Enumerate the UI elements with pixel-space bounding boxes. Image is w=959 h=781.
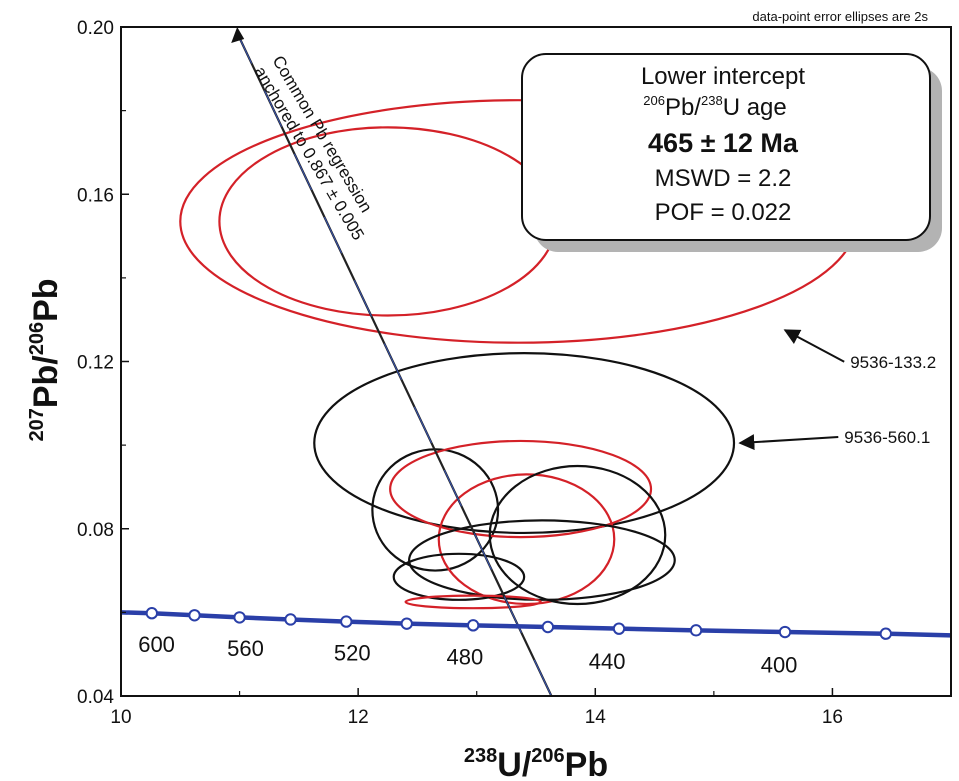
sample-annotations: 9536-133.2 9536-560.1	[738, 329, 936, 451]
x-tick-label-3: 14	[585, 707, 607, 728]
concordia-marker-1	[145, 607, 159, 620]
regression-arrowhead	[231, 27, 245, 43]
concordia-marker-6	[400, 617, 413, 630]
axis-ticks: 10 12 14 16 0.04 0.08 0.12 0.16 0.20	[77, 18, 843, 728]
result-box-base1: Pb/	[665, 94, 701, 121]
result-box-sup1: 206	[643, 93, 665, 108]
error-ellipse-6	[437, 473, 616, 606]
y-axis-base2: Pb	[27, 278, 65, 321]
sample-label-1: 9536-133.2	[850, 353, 936, 372]
error-ellipse-1	[218, 126, 558, 317]
x-tick-label-1: 10	[110, 707, 131, 728]
y-tick-label-4: 0.16	[77, 185, 114, 206]
result-box-mswd: MSWD = 2.2	[655, 165, 792, 192]
result-box-pof: POF = 0.022	[655, 199, 792, 226]
y-axis-sup1: 207	[26, 408, 48, 441]
y-axis-sup2: 206	[26, 322, 48, 355]
error-ellipse-9	[392, 552, 526, 601]
error-ellipse-8	[408, 519, 676, 601]
plot-area	[121, 27, 951, 696]
regression-label-line2: anchored to 0.867 ± 0.005	[250, 63, 367, 243]
result-box: Lower intercept 206Pb/238U age 465 ± 12 …	[521, 53, 942, 252]
error-ellipses	[179, 99, 858, 610]
concordia-marker-4	[284, 613, 297, 626]
x-axis-base1: U/	[497, 746, 532, 781]
result-box-base2: U age	[723, 94, 787, 121]
x-tick-label-2: 12	[348, 707, 369, 728]
y-tick-label-2: 0.08	[77, 520, 114, 541]
concordia-marker-5	[340, 615, 353, 628]
age-label-520: 520	[334, 640, 371, 665]
concordia-marker-8	[541, 620, 555, 634]
error-ellipse-10	[404, 594, 542, 610]
error-ellipse-note: data-point error ellipses are 2s	[752, 9, 928, 24]
result-box-sup2: 238	[701, 93, 723, 108]
result-box-line2: 206Pb/238U age	[643, 93, 786, 121]
x-axis-sup2: 206	[531, 745, 564, 767]
annotation-arrow-2	[738, 434, 839, 451]
sample-label-2: 9536-560.1	[844, 428, 930, 447]
concordia-marker-10	[689, 624, 703, 637]
annotation-arrow-1	[783, 329, 845, 363]
concordia-marker-9	[612, 622, 626, 635]
concordia-marker-2	[188, 609, 201, 622]
age-label-440: 440	[589, 649, 626, 674]
x-axis-title: 238U/206Pb	[464, 745, 608, 781]
x-tick-label-4: 16	[822, 707, 843, 728]
concordia-marker-11	[778, 625, 792, 639]
y-axis-title: 207Pb/206Pb	[26, 278, 65, 441]
age-label-560: 560	[227, 636, 264, 661]
error-ellipse-7	[488, 464, 667, 606]
age-label-600: 600	[138, 632, 175, 657]
regression-line-highlight	[236, 32, 552, 696]
error-ellipse-3	[313, 352, 736, 535]
regression-label: Common Pb regression anchored to 0.867 ±…	[250, 52, 375, 243]
error-ellipse-5	[389, 439, 653, 539]
concordia-marker-12	[879, 627, 892, 640]
concordia-layer	[121, 607, 951, 640]
y-tick-label-3: 0.12	[77, 353, 114, 374]
result-box-panel	[521, 53, 931, 241]
age-label-480: 480	[446, 645, 483, 670]
age-label-400: 400	[761, 653, 798, 678]
x-axis-base2: Pb	[565, 746, 608, 781]
result-box-line1: Lower intercept	[641, 63, 805, 90]
concordia-marker-7	[466, 619, 480, 632]
concordia-age-labels: 600 560 520 480 440 400	[138, 632, 797, 677]
concordia-marker-3	[233, 611, 246, 624]
result-box-age: 465 ± 12 Ma	[648, 128, 799, 158]
y-tick-label-1: 0.04	[77, 687, 114, 708]
error-ellipse-4	[371, 448, 500, 572]
concordia-curve	[121, 610, 951, 638]
y-tick-label-5: 0.20	[77, 18, 114, 39]
regression-layer	[231, 27, 553, 696]
y-axis-base1: Pb/	[27, 355, 65, 408]
x-axis-sup1: 238	[464, 745, 497, 767]
